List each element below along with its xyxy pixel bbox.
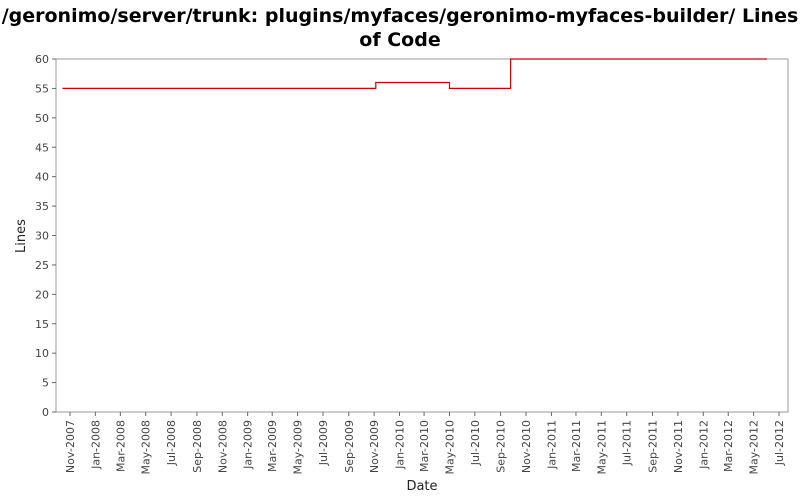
x-tick-label: Nov-2011 <box>672 420 685 473</box>
x-axis: Nov-2007 Jan-2008 Mar-2008 May-2008 Jul-2008… <box>64 412 786 475</box>
x-tick-label: Nov-2010 <box>520 420 533 473</box>
x-tick-label: Nov-2009 <box>368 420 381 473</box>
y-tick-label: 35 <box>35 200 49 213</box>
x-tick-label: Jan-2011 <box>545 420 558 470</box>
y-axis: 0 5 10 15 20 25 30 35 40 45 50 55 60 <box>35 53 56 419</box>
y-tick-label: 10 <box>35 347 49 360</box>
data-point <box>765 58 768 60</box>
x-tick-label: May-2008 <box>140 420 153 475</box>
x-tick-label: May-2011 <box>595 420 608 475</box>
x-tick-label: May-2012 <box>748 420 761 475</box>
y-tick-label: 20 <box>35 288 49 301</box>
x-tick-label: Sep-2011 <box>647 420 660 473</box>
x-tick-label: Sep-2010 <box>495 420 508 473</box>
data-point <box>510 58 512 60</box>
x-tick-label: Mar-2010 <box>418 420 431 472</box>
x-tick-label: Mar-2009 <box>266 420 279 472</box>
x-tick-label: Sep-2008 <box>191 420 204 473</box>
series-line <box>62 58 767 89</box>
chart-title: /geronimo/server/trunk: plugins/myfaces/… <box>1 5 799 51</box>
y-tick-label: 50 <box>35 112 49 125</box>
x-tick-label: Jan-2010 <box>394 420 407 470</box>
x-tick-label: Jan-2008 <box>89 420 102 470</box>
y-tick-label: 5 <box>42 377 49 390</box>
x-tick-label: Jan-2009 <box>242 420 255 470</box>
data-point <box>448 87 451 90</box>
x-axis-label: Date <box>406 479 437 494</box>
x-tick-label: Sep-2009 <box>343 420 356 473</box>
x-tick-label: Jul-2010 <box>469 420 482 466</box>
y-axis-label: Lines <box>14 219 29 253</box>
x-tick-label: Mar-2008 <box>114 420 127 472</box>
x-tick-label: Jul-2011 <box>621 420 634 466</box>
y-tick-label: 40 <box>35 171 49 184</box>
x-tick-label: May-2009 <box>292 420 305 475</box>
x-tick-label: May-2010 <box>443 420 456 475</box>
x-tick-label: Nov-2008 <box>216 420 229 473</box>
data-point <box>375 81 377 84</box>
y-tick-label: 55 <box>35 82 49 95</box>
plot-area <box>55 58 789 413</box>
series-group <box>62 58 768 90</box>
y-tick-label: 30 <box>35 230 49 243</box>
x-tick-label: Jul-2012 <box>773 420 786 466</box>
y-tick-label: 60 <box>35 53 49 66</box>
x-tick-label: Jul-2008 <box>165 420 178 466</box>
x-tick-label: Jul-2009 <box>317 420 330 466</box>
x-tick-label: Mar-2012 <box>722 420 735 472</box>
y-tick-label: 25 <box>35 259 49 272</box>
y-tick-label: 0 <box>42 406 49 419</box>
x-tick-label: Nov-2007 <box>64 420 77 473</box>
x-tick-label: Jan-2012 <box>697 420 710 470</box>
data-point <box>62 87 64 90</box>
y-tick-label: 45 <box>35 141 49 154</box>
x-tick-label: Mar-2011 <box>570 420 583 472</box>
y-tick-label: 15 <box>35 318 49 331</box>
